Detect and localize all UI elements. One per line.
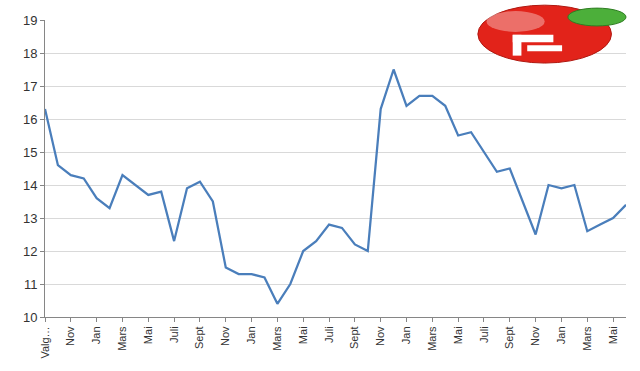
svg-text:14: 14 [23,178,37,193]
svg-text:Juli: Juli [168,326,180,343]
svg-text:Juli: Juli [478,326,490,343]
svg-text:Sept: Sept [348,326,360,349]
svg-text:Mars: Mars [426,326,438,351]
svg-text:Sept: Sept [194,326,206,349]
svg-text:Mai: Mai [297,326,309,344]
svg-text:19: 19 [23,13,37,28]
svg-text:Jan: Jan [400,326,412,344]
svg-text:Nov: Nov [219,326,231,346]
svg-text:Jan: Jan [90,326,102,344]
svg-text:Mai: Mai [452,326,464,344]
svg-text:Jan: Jan [555,326,567,344]
svg-text:16: 16 [23,112,37,127]
svg-text:Mars: Mars [581,326,593,351]
svg-text:12: 12 [23,244,37,259]
svg-text:Juli: Juli [323,326,335,343]
svg-text:Mai: Mai [607,326,619,344]
svg-text:Jan: Jan [245,326,257,344]
svg-text:Nov: Nov [374,326,386,346]
svg-text:Valg…: Valg… [39,326,51,358]
svg-text:18: 18 [23,46,37,61]
svg-text:13: 13 [23,211,37,226]
svg-text:Mars: Mars [271,326,283,351]
svg-text:11: 11 [24,277,38,292]
svg-text:Nov: Nov [64,326,76,346]
svg-text:10: 10 [23,310,37,325]
svg-text:Sept: Sept [503,326,515,349]
svg-text:17: 17 [23,79,37,94]
svg-text:Mai: Mai [142,326,154,344]
svg-text:15: 15 [23,145,37,160]
svg-text:Mars: Mars [116,326,128,351]
svg-text:Nov: Nov [529,326,541,346]
